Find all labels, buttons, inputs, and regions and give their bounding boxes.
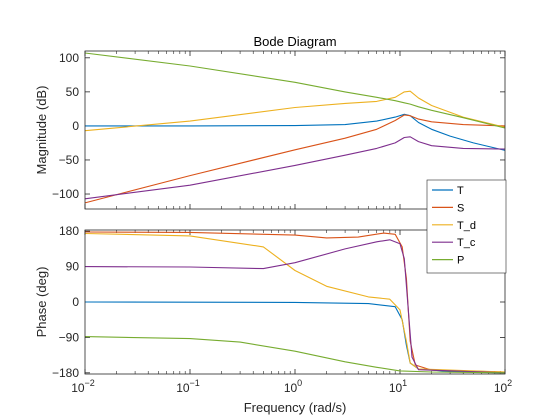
x-tick-label: 100 <box>284 378 302 395</box>
phase-series-s <box>84 231 506 373</box>
phase-series-t-d <box>84 232 506 373</box>
x-tick-label: 102 <box>494 378 512 395</box>
magnitude-series-p <box>84 52 506 129</box>
magnitude-axes-box <box>84 50 506 210</box>
legend-box <box>426 179 507 274</box>
chart-title: Bode Diagram <box>253 34 336 49</box>
magnitude-series-t-c <box>84 136 506 200</box>
phase-y-tick-label: 0 <box>72 295 79 309</box>
magnitude-y-tick-label: 50 <box>66 85 80 99</box>
phase-axes-box <box>84 229 506 375</box>
phase-y-tick-label: 180 <box>59 224 79 238</box>
magnitude-y-tick-label: 100 <box>59 51 79 65</box>
magnitude-y-tick-label: −50 <box>59 153 80 167</box>
phase-series-t-c <box>84 239 506 374</box>
phase-y-tick-label: −180 <box>52 366 79 380</box>
magnitude-y-tick-label: −100 <box>52 187 79 201</box>
legend-label-p: P <box>457 255 464 267</box>
legend-label-t-d: T_d <box>457 220 476 232</box>
x-tick-label: 101 <box>389 378 407 395</box>
magnitude-series-t-d <box>84 90 506 132</box>
x-tick-label: 10−1 <box>176 378 200 395</box>
magnitude-series-s <box>84 114 506 204</box>
legend-label-t: T <box>457 185 464 197</box>
magnitude-y-tick-label: 0 <box>72 119 79 133</box>
legend: TS T_d T_c P <box>426 179 507 274</box>
x-tick-label: 10−2 <box>71 378 95 395</box>
x-axis-label: Frequency (rad/s) <box>244 400 347 415</box>
phase-y-tick-label: −90 <box>59 330 80 344</box>
phase-y-tick-label: 90 <box>66 260 80 274</box>
magnitude-y-axis-label: Magnitude (dB) <box>34 86 49 175</box>
phase-y-axis-label: Phase (deg) <box>34 267 49 338</box>
phase-series-p <box>84 336 506 374</box>
legend-label-t-c: T_c <box>457 237 476 249</box>
magnitude-series-t <box>85 113 506 151</box>
legend-label-s: S <box>457 202 464 214</box>
